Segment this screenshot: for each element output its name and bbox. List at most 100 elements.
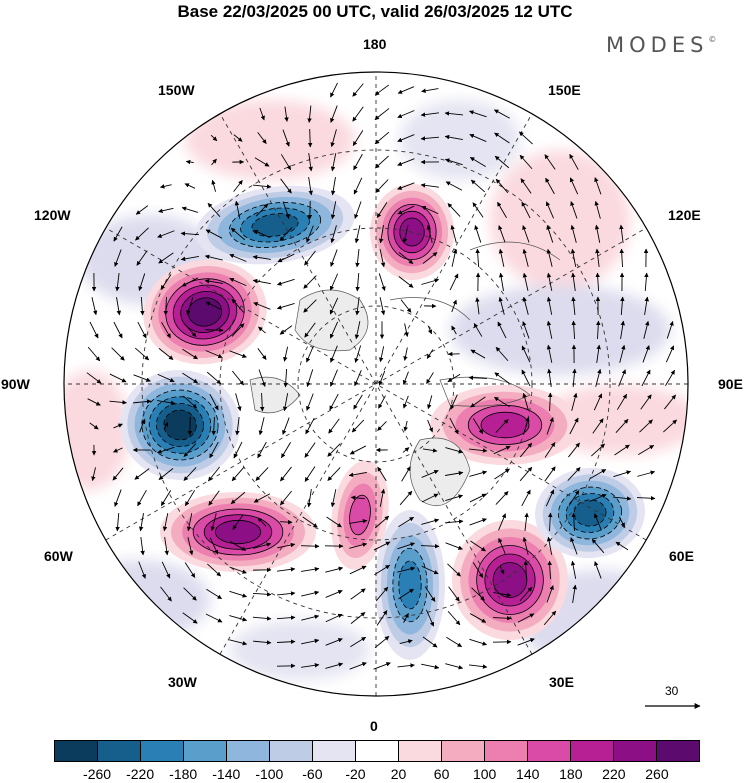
wind-vector <box>449 273 459 291</box>
wind-vector <box>547 560 552 580</box>
wind-vector <box>544 154 556 170</box>
wind-vector <box>427 325 433 335</box>
lon-label-60w: 60W <box>44 548 73 564</box>
wind-vector <box>255 467 269 481</box>
wind-vector <box>229 253 247 262</box>
wind-vector <box>348 472 367 478</box>
wind-vector <box>330 82 338 98</box>
lon-label-90w: 90W <box>1 376 30 392</box>
wind-vector <box>307 105 312 123</box>
reference-vector-label: 30 <box>665 684 679 698</box>
colorbar-tick-label: -140 <box>212 766 241 782</box>
wind-vector <box>349 518 368 524</box>
wind-vector <box>664 394 676 410</box>
wind-vector <box>374 635 390 649</box>
wind-vector <box>472 418 484 435</box>
wind-vector <box>353 153 363 171</box>
wind-vector <box>619 248 624 268</box>
wind-vector <box>374 564 391 576</box>
wind-vector <box>186 297 194 315</box>
wind-vector <box>308 177 313 196</box>
wind-vector <box>594 224 601 243</box>
wind-vector <box>470 179 486 193</box>
wind-vector <box>546 417 554 435</box>
wind-vector <box>524 512 529 531</box>
wind-vector <box>211 416 216 436</box>
lon-label-30e: 30E <box>549 674 574 690</box>
colorbar-tick-label: 60 <box>433 766 450 782</box>
anomaly-negative <box>375 510 445 660</box>
wind-vector <box>86 372 102 384</box>
wind-vector <box>451 325 457 335</box>
wind-vector <box>229 277 247 287</box>
wind-vector <box>158 348 174 360</box>
wind-vector <box>280 178 292 194</box>
wind-vector <box>204 327 224 333</box>
wind-vector <box>277 542 296 549</box>
colorbar-tick-label: -20 <box>345 766 366 782</box>
wind-vector <box>257 517 267 527</box>
wind-vector <box>402 225 409 244</box>
wind-vector <box>569 177 579 195</box>
wind-vector <box>349 565 367 575</box>
wind-vector <box>421 278 440 285</box>
wind-vector <box>184 490 196 507</box>
wind-vector <box>186 513 193 532</box>
wind-vector <box>403 420 408 432</box>
wind-vector <box>427 395 433 410</box>
wind-vector <box>520 178 532 194</box>
wind-vector <box>301 567 320 572</box>
wind-vector <box>253 542 272 549</box>
wind-vector <box>447 610 461 626</box>
wind-vector <box>325 566 344 573</box>
wind-vector <box>469 518 487 526</box>
wind-vector <box>420 112 439 117</box>
wind-vector <box>354 370 362 387</box>
wind-vector <box>472 562 484 578</box>
wind-vector <box>280 466 292 482</box>
wind-vector <box>330 129 337 148</box>
wind-vector <box>282 201 290 219</box>
wind-vector <box>546 225 554 243</box>
wind-vector <box>206 371 222 385</box>
wind-vector <box>643 320 650 339</box>
wind-vector <box>374 155 389 169</box>
colorbar-segment <box>55 741 98 761</box>
wind-vector <box>497 201 507 218</box>
wind-vector <box>663 419 677 433</box>
wind-vector <box>277 253 295 263</box>
wind-vector <box>498 513 506 531</box>
wind-vector <box>642 345 650 363</box>
wind-vector <box>569 417 579 435</box>
wind-vector <box>353 177 363 195</box>
wind-vector <box>182 372 198 384</box>
wind-vector <box>522 321 530 339</box>
wind-vector <box>374 131 390 145</box>
wind-vector <box>472 202 484 218</box>
wind-vector <box>138 513 144 532</box>
wind-vector <box>233 180 243 192</box>
wind-vector <box>276 615 296 620</box>
colorbar-segment <box>184 741 227 761</box>
wind-vector <box>421 518 440 525</box>
colorbar-segment <box>442 741 485 761</box>
wind-vector <box>157 400 176 406</box>
wind-vector <box>498 296 505 315</box>
wind-vector <box>207 202 221 218</box>
colorbar-tick-label: 180 <box>559 766 583 782</box>
colorbar-tick-label: 220 <box>602 766 626 782</box>
wind-vector <box>330 177 336 196</box>
wind-vector <box>596 344 601 363</box>
colorbar-segment <box>356 741 399 761</box>
wind-vector <box>306 369 314 388</box>
wind-vector <box>137 489 147 507</box>
wind-vector <box>330 201 337 220</box>
colorbar-ticks: -260 -220 -180 -140 -100 -60 -20 20 60 100 140 180 2… <box>54 766 700 782</box>
colorbar <box>54 740 700 762</box>
wind-vector <box>229 615 248 622</box>
wind-vector <box>282 393 289 412</box>
wind-vector <box>403 612 409 623</box>
wind-vector <box>397 110 415 118</box>
wind-vector <box>615 419 629 433</box>
wind-vector <box>546 536 553 555</box>
